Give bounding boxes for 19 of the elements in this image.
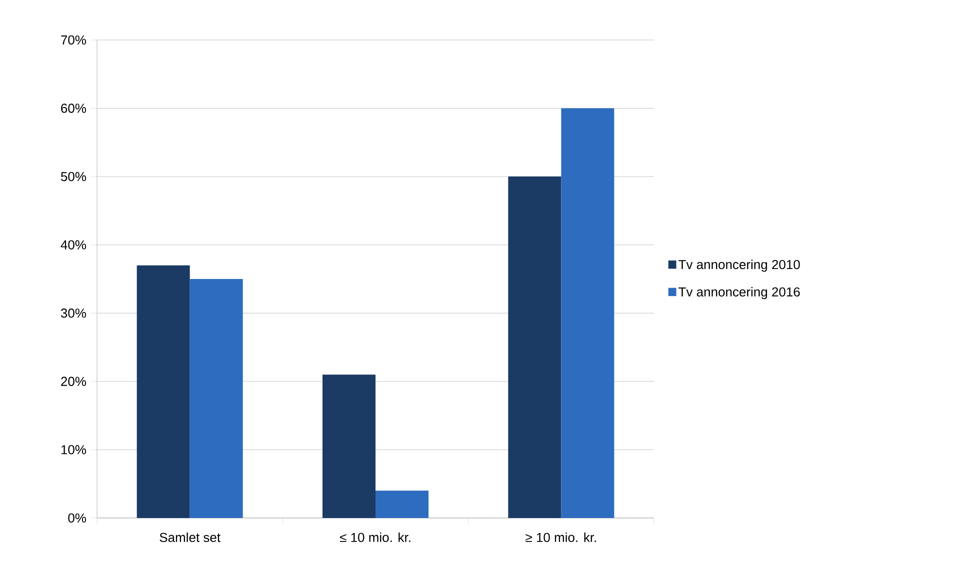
bar <box>508 176 562 518</box>
bar <box>376 490 429 518</box>
y-tick-label: 40% <box>60 240 86 250</box>
y-tick-label: 20% <box>61 376 86 386</box>
legend-label: Tv annoncering 2010 <box>678 260 800 272</box>
x-tick-label: ≥ 10 mio. kr. <box>526 532 596 542</box>
y-tick-label: 60% <box>61 104 86 113</box>
legend-label: Tv annoncering 2016 <box>678 286 800 300</box>
bar <box>190 278 243 518</box>
y-tick-label: 30% <box>60 308 86 318</box>
y-tick-label: 50% <box>60 172 86 182</box>
bar <box>561 108 614 518</box>
y-tick-label: 10% <box>61 445 86 454</box>
x-tick-label: ≤ 10 mio. kr. <box>340 532 410 542</box>
x-tick-label: Samlet set <box>160 532 220 542</box>
y-tick-label: 70% <box>61 35 86 45</box>
y-tick-label: 0% <box>68 513 86 523</box>
bar <box>322 374 376 518</box>
bar <box>136 265 190 518</box>
